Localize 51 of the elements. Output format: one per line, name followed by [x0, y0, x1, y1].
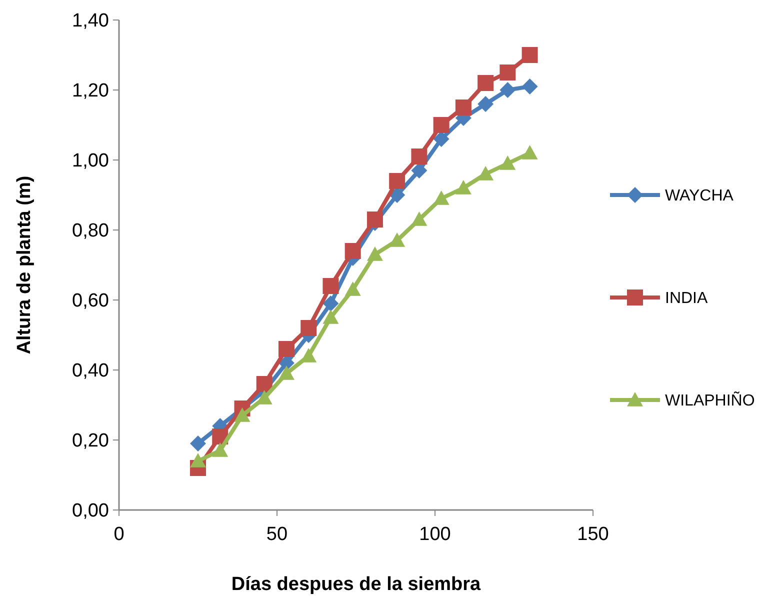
point — [256, 376, 272, 392]
point — [322, 310, 339, 324]
y-axis-title: Altura de planta (m) — [14, 176, 35, 354]
point — [478, 96, 494, 112]
point — [322, 278, 339, 294]
point — [411, 162, 428, 178]
point — [366, 212, 383, 228]
y-tick-label: 1,00 — [72, 150, 109, 172]
legend-label: WILAPHIÑO — [665, 390, 755, 410]
y-tick-label: 1,20 — [72, 80, 109, 102]
point — [455, 180, 472, 194]
x-tick-label: 0 — [114, 524, 124, 545]
point — [344, 282, 361, 296]
y-tick-label: 0,40 — [72, 360, 109, 382]
point — [500, 82, 516, 98]
y-tick-label: 0,80 — [72, 220, 109, 242]
point — [455, 100, 472, 116]
x-tick-label: 100 — [419, 524, 451, 545]
point — [190, 453, 206, 468]
point — [212, 442, 228, 457]
point — [478, 166, 494, 180]
point — [278, 366, 294, 380]
y-tick-label: 0,00 — [72, 500, 109, 522]
y-tick-label: 0,20 — [72, 430, 109, 452]
legend-label: WAYCHA — [665, 188, 734, 205]
point — [389, 173, 406, 189]
point — [411, 212, 428, 226]
point — [433, 117, 450, 133]
x-axis-title: Días despues de la siembra — [231, 574, 482, 595]
point — [366, 246, 383, 261]
point — [500, 156, 516, 170]
x-tick-label: 150 — [577, 524, 609, 545]
point — [478, 75, 494, 91]
point — [433, 190, 450, 205]
y-tick-label: 0,60 — [72, 290, 109, 312]
point — [190, 436, 206, 452]
point — [278, 341, 294, 357]
point — [411, 148, 428, 164]
point — [522, 145, 538, 160]
point — [389, 232, 406, 247]
point — [322, 296, 339, 312]
point — [300, 320, 317, 336]
legend-label: INDIA — [665, 290, 708, 308]
point — [500, 64, 516, 80]
point — [433, 131, 450, 147]
y-tick-label: 1,40 — [72, 10, 109, 32]
x-tick-label: 50 — [266, 524, 288, 545]
point — [344, 243, 361, 259]
point — [522, 47, 538, 63]
point — [234, 408, 250, 422]
point — [522, 78, 538, 94]
